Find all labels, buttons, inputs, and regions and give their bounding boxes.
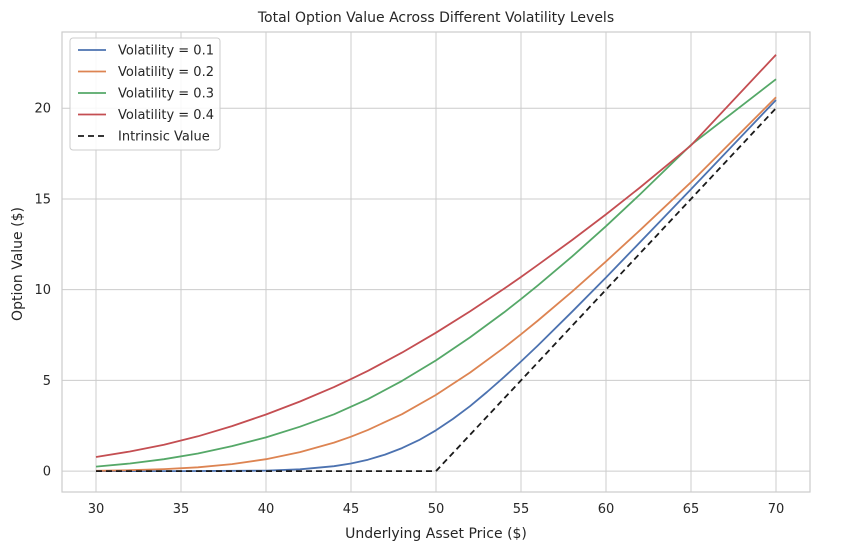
series-line-4: [96, 107, 777, 473]
x-tick-label: 50: [428, 502, 445, 517]
x-tick-label: 55: [513, 502, 530, 517]
x-tick-label: 45: [343, 502, 360, 517]
grid-lines: [62, 32, 810, 492]
series-line-2: [95, 78, 777, 468]
y-tick-label: 20: [34, 102, 51, 117]
y-axis-ticks: 0 5 10 15 20: [34, 102, 51, 480]
x-tick-label: 65: [683, 502, 700, 517]
x-tick-label: 30: [88, 502, 105, 517]
x-axis-label: Underlying Asset Price ($): [345, 526, 527, 542]
legend-label: Intrinsic Value: [118, 130, 210, 145]
x-tick-label: 70: [768, 502, 785, 517]
x-axis-ticks: 30 35 40 45 50 55 60 65 70: [88, 502, 785, 517]
legend-label: Volatility = 0.4: [118, 108, 214, 123]
y-tick-label: 10: [34, 283, 51, 298]
series-line-3: [95, 54, 777, 458]
y-tick-label: 5: [43, 374, 51, 389]
x-tick-label: 35: [173, 502, 190, 517]
series-line-0: [96, 99, 777, 473]
chart-title: Total Option Value Across Different Vola…: [257, 10, 614, 26]
y-axis-label: Option Value ($): [10, 207, 26, 321]
legend-box: [69, 37, 221, 151]
y-tick-label: 0: [43, 465, 51, 480]
series-lines: [95, 54, 777, 473]
legend-label: Volatility = 0.1: [118, 44, 214, 59]
x-tick-label: 40: [258, 502, 275, 517]
legend: Volatility = 0.1 Volatility = 0.2 Volatili…: [69, 37, 221, 151]
y-tick-label: 15: [34, 192, 51, 207]
series-line-1: [95, 96, 777, 472]
legend-label: Volatility = 0.2: [118, 65, 214, 80]
x-tick-label: 60: [598, 502, 615, 517]
legend-label: Volatility = 0.3: [118, 87, 214, 102]
plot-frame: [61, 31, 811, 493]
